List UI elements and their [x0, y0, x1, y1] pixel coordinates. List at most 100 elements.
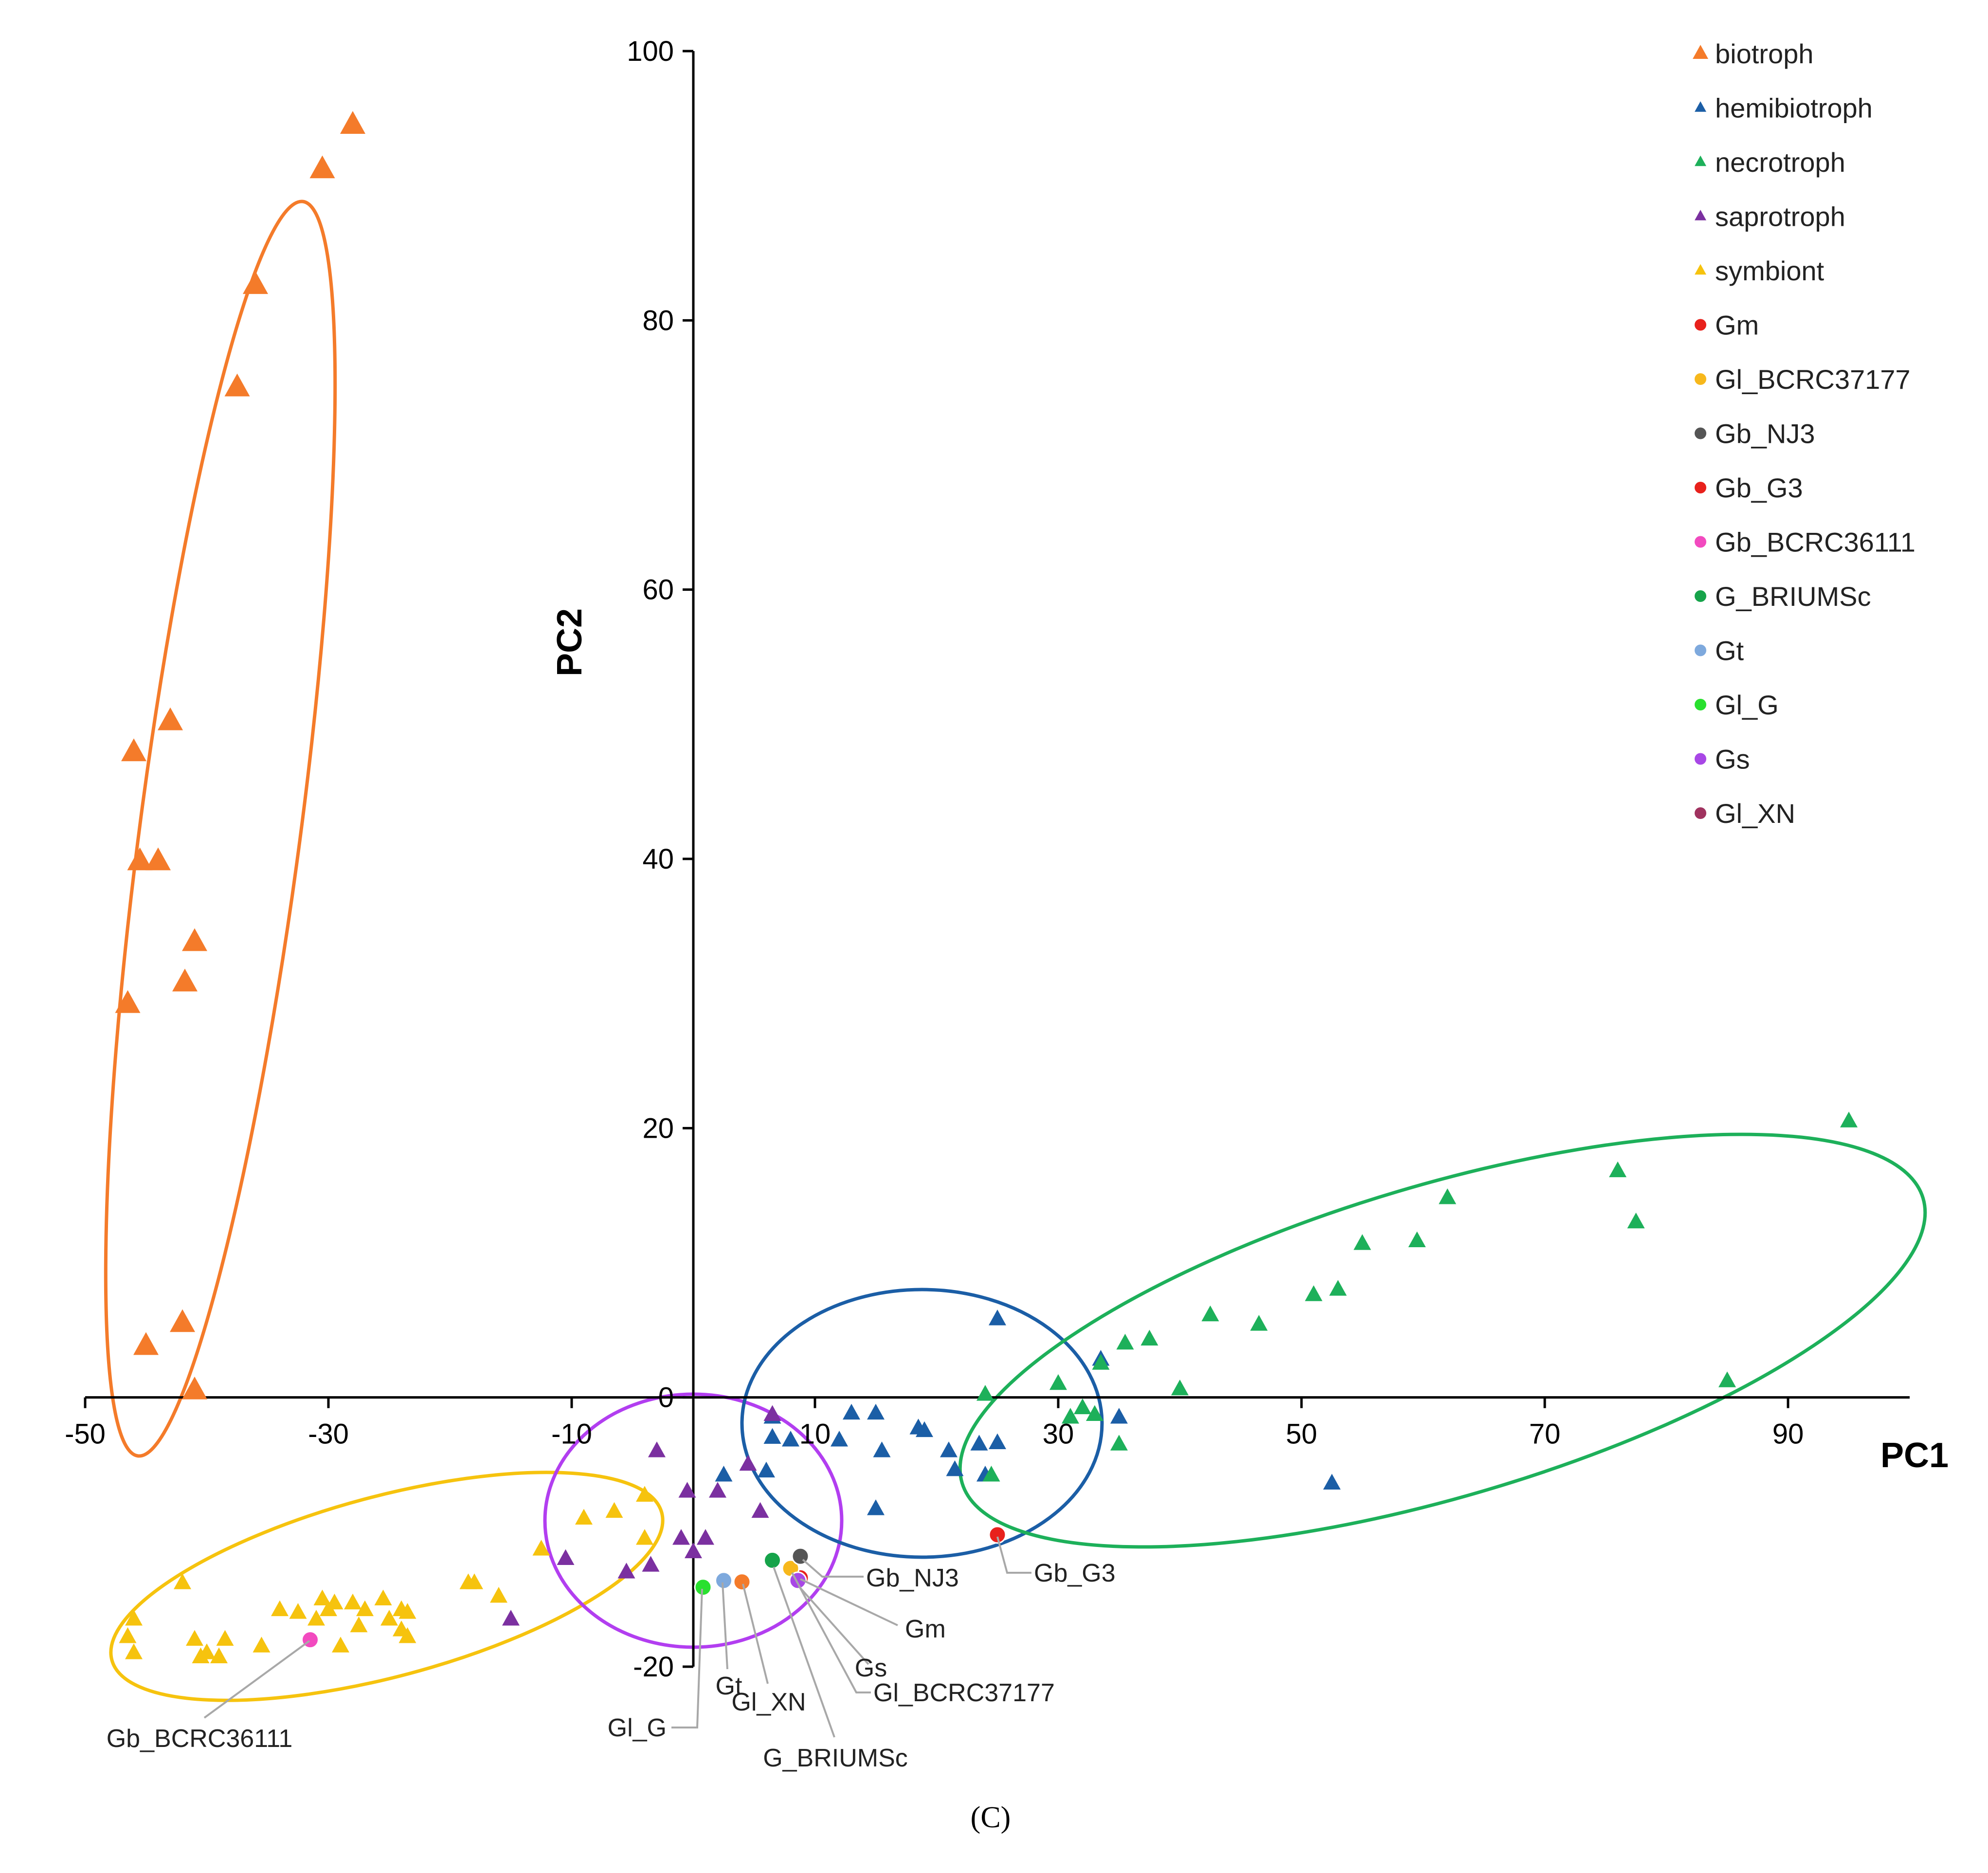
point-biotroph [127, 847, 153, 871]
leader-line-gm [800, 1578, 898, 1626]
axes: -50 -30 -10 10 30 50 70 90 -20 0 20 40 60 80 100 PC1 PC2 [65, 36, 1949, 1683]
point-symbiont [192, 1647, 210, 1663]
legend-label-saprotroph: saprotroph [1715, 201, 1845, 232]
point-saprotroph [672, 1529, 690, 1545]
point-hemibiotroph [867, 1403, 885, 1420]
point-hemibiotroph [909, 1418, 927, 1435]
point-necrotroph [1408, 1231, 1426, 1248]
point-saprotroph [685, 1542, 702, 1559]
point-hemibiotroph [782, 1431, 799, 1447]
annotation-label-gl-g: Gl_G [608, 1714, 667, 1742]
legend-label-hemibiotroph: hemibiotroph [1715, 93, 1873, 124]
point-biotroph [170, 1309, 195, 1332]
point-necrotroph [1305, 1285, 1322, 1301]
x-tick-label: -30 [308, 1418, 349, 1450]
point-necrotroph [1439, 1188, 1456, 1204]
strain-point-g-briumsc [763, 1551, 781, 1569]
point-biotroph [158, 707, 183, 730]
point-saprotroph [709, 1482, 726, 1498]
point-necrotroph [1086, 1405, 1103, 1421]
ellipse-biotroph [104, 200, 337, 1458]
y-tick-label: -20 [633, 1651, 674, 1683]
strain-point-gt [715, 1571, 733, 1590]
legend-label-gb-nj3: Gb_NJ3 [1715, 418, 1815, 449]
leader-line-gb-nj3 [802, 1559, 864, 1578]
leader-line-gl-bcrc37177 [791, 1572, 871, 1693]
point-necrotroph [1250, 1315, 1268, 1331]
point-saprotroph [763, 1405, 781, 1421]
annotation-label-gl-bcrc37177: Gl_BCRC37177 [873, 1679, 1055, 1707]
point-symbiont [459, 1573, 477, 1589]
legend-marker-gm [1695, 319, 1706, 331]
point-symbiont [216, 1630, 234, 1646]
legend-label-gl-g: Gl_G [1715, 690, 1779, 720]
point-hemibiotroph [843, 1403, 860, 1420]
point-hemibiotroph [946, 1460, 964, 1476]
legend-marker-gl-bcrc37177 [1695, 373, 1706, 385]
legend-label-gl-bcrc37177: Gl_BCRC37177 [1715, 364, 1911, 395]
x-tick-label: -10 [551, 1418, 592, 1450]
point-symbiont [313, 1589, 331, 1605]
point-biotroph [243, 271, 268, 294]
point-saprotroph [617, 1563, 635, 1579]
point-necrotroph [1092, 1354, 1110, 1370]
ellipse-hemibiotroph [740, 1288, 1104, 1559]
point-symbiont [125, 1643, 143, 1659]
point-hemibiotroph [831, 1431, 848, 1447]
x-tick-label: 50 [1286, 1418, 1318, 1450]
legend-marker-gb-g3 [1695, 482, 1706, 493]
point-necrotroph [982, 1466, 1000, 1482]
legend-label-gb-g3: Gb_G3 [1715, 473, 1803, 503]
point-necrotroph [1609, 1161, 1627, 1178]
strain-point-gl-g [694, 1578, 712, 1597]
point-symbiont [356, 1600, 374, 1617]
cluster-ellipses [104, 200, 1927, 1702]
point-saprotroph [642, 1556, 660, 1572]
point-hemibiotroph [940, 1441, 958, 1457]
ellipse-necrotroph [958, 1132, 1927, 1549]
point-symbiont [174, 1573, 191, 1589]
legend: biotroph hemibiotroph necrotroph saprotroph… [1693, 38, 1916, 829]
point-symbiont [271, 1600, 289, 1617]
legend-marker-symbiont [1695, 264, 1706, 275]
y-tick-label: 40 [642, 843, 674, 875]
point-necrotroph [1171, 1379, 1189, 1396]
annotation-label-gs: Gs [855, 1654, 887, 1682]
legend-label-biotroph: biotroph [1715, 38, 1813, 69]
point-necrotroph [1840, 1111, 1858, 1127]
x-tick-label: 10 [799, 1418, 831, 1450]
point-biotroph [133, 1332, 159, 1355]
x-tick-label: 30 [1043, 1418, 1074, 1450]
point-symbiont [380, 1610, 398, 1626]
point-symbiont [374, 1589, 392, 1605]
legend-marker-gb-nj3 [1695, 427, 1706, 439]
point-symbiont [307, 1610, 325, 1626]
legend-marker-biotroph [1693, 45, 1708, 59]
y-tick-label: 80 [642, 305, 674, 336]
x-tick-label: 70 [1529, 1418, 1561, 1450]
point-symbiont [210, 1647, 228, 1663]
leader-line-gs [798, 1585, 869, 1665]
leader-line-gl-xn [742, 1583, 769, 1684]
point-necrotroph [1049, 1374, 1067, 1390]
point-symbiont [332, 1637, 349, 1653]
annotation-label-gb-g3: Gb_G3 [1034, 1559, 1116, 1587]
point-biotroph [309, 155, 335, 179]
strain-point-gb-g3 [988, 1526, 1007, 1544]
point-symbiont [119, 1627, 137, 1643]
point-symbiont [490, 1587, 507, 1603]
point-symbiont [636, 1486, 653, 1502]
point-hemibiotroph [758, 1461, 775, 1478]
point-symbiont [320, 1600, 337, 1617]
point-hemibiotroph [873, 1441, 891, 1457]
x-tick-label: -50 [65, 1418, 106, 1450]
y-axis-title: PC2 [550, 608, 589, 676]
point-symbiont [253, 1637, 271, 1653]
y-tick-label: 0 [658, 1382, 674, 1414]
point-hemibiotroph [715, 1466, 733, 1482]
point-saprotroph [557, 1549, 575, 1565]
point-saprotroph [739, 1455, 757, 1471]
point-biotroph [182, 928, 207, 951]
